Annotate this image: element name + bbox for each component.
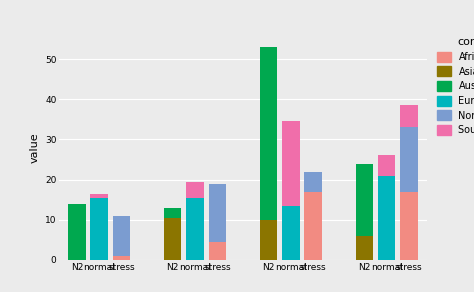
Bar bbox=[91, 198, 108, 260]
Bar bbox=[113, 256, 130, 260]
Bar bbox=[282, 206, 300, 260]
Bar bbox=[260, 47, 277, 220]
Bar bbox=[209, 242, 226, 260]
Bar bbox=[91, 194, 108, 198]
Bar bbox=[164, 208, 182, 218]
Bar bbox=[282, 121, 300, 206]
Bar bbox=[400, 105, 418, 127]
Bar bbox=[304, 192, 322, 260]
Bar bbox=[186, 198, 204, 260]
Y-axis label: value: value bbox=[29, 132, 39, 163]
Bar bbox=[378, 175, 395, 260]
Bar bbox=[260, 220, 277, 260]
Bar bbox=[400, 192, 418, 260]
Bar bbox=[378, 156, 395, 175]
Bar bbox=[356, 236, 373, 260]
Legend: Africa, Asia, Australia, Europe, North America, South America: Africa, Asia, Australia, Europe, North A… bbox=[435, 35, 474, 137]
Bar bbox=[68, 204, 86, 260]
Bar bbox=[400, 127, 418, 192]
Bar bbox=[304, 172, 322, 192]
Bar bbox=[113, 216, 130, 256]
Bar bbox=[209, 184, 226, 242]
Bar bbox=[356, 164, 373, 236]
Bar bbox=[186, 182, 204, 198]
Bar bbox=[164, 218, 182, 260]
